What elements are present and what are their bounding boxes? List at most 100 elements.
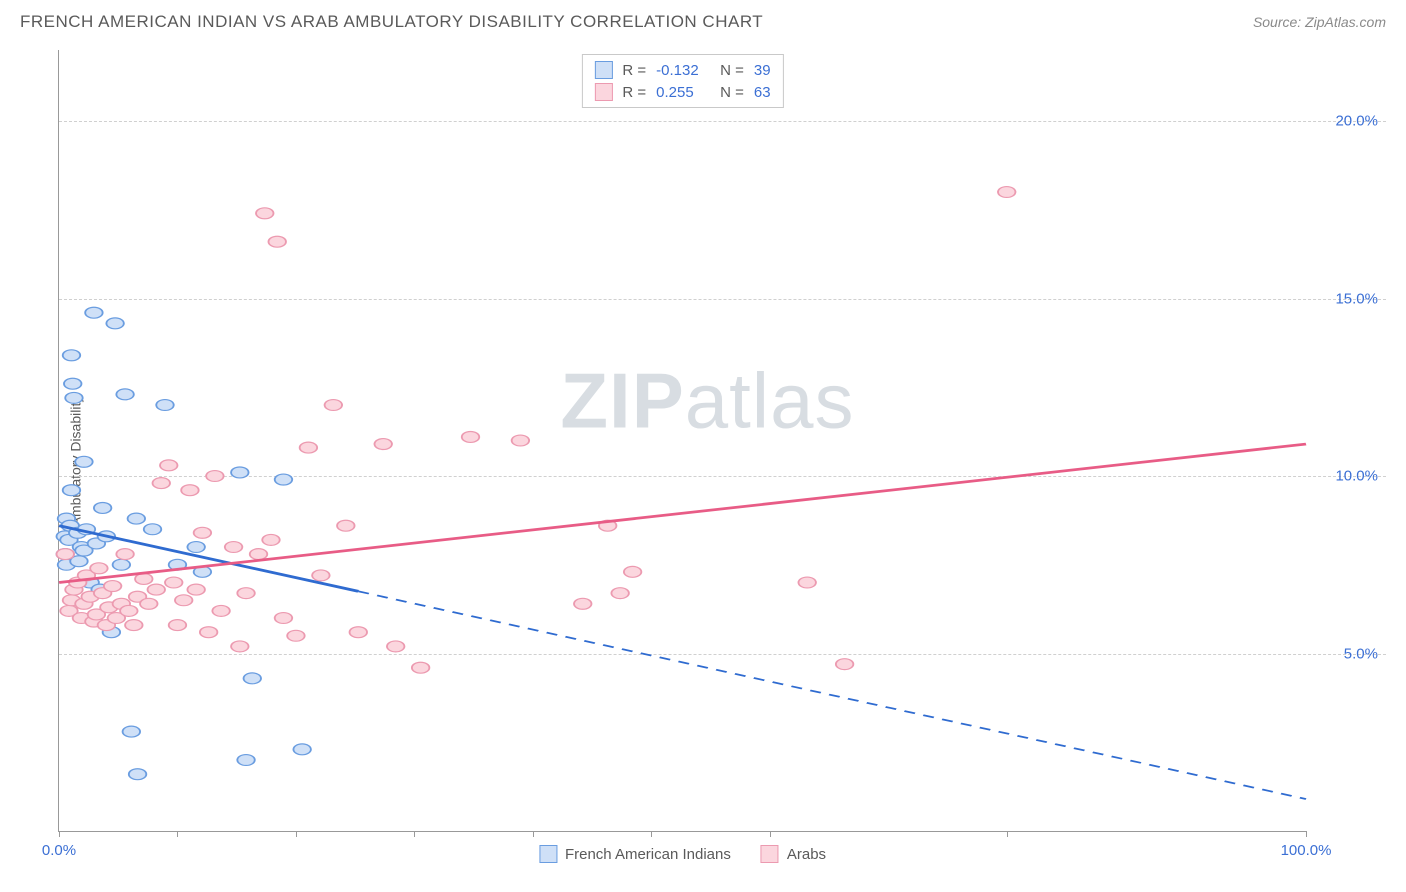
data-point: [128, 513, 145, 524]
data-point: [287, 630, 304, 641]
plot-area: ZIPatlas R = -0.132 N = 39 R = 0.255 N =…: [58, 50, 1306, 832]
data-point: [104, 581, 121, 592]
header: FRENCH AMERICAN INDIAN VS ARAB AMBULATOR…: [0, 0, 1406, 38]
data-point: [169, 620, 186, 631]
data-point: [106, 318, 123, 329]
data-point: [175, 595, 192, 606]
data-point: [200, 627, 217, 638]
trend-line-dashed: [358, 591, 1306, 799]
data-point: [148, 584, 165, 595]
swatch-series2-bottom: [761, 845, 779, 863]
data-point: [187, 542, 204, 553]
data-point: [237, 588, 254, 599]
legend-r-label: R =: [622, 84, 646, 101]
data-point: [300, 442, 317, 453]
data-point: [268, 236, 285, 247]
data-point: [231, 641, 248, 652]
data-point: [63, 350, 80, 361]
data-point: [116, 389, 133, 400]
data-point: [231, 467, 248, 478]
data-point: [194, 527, 211, 538]
data-point: [85, 307, 102, 318]
trend-line-solid: [59, 444, 1306, 582]
data-point: [412, 662, 429, 673]
swatch-series2: [594, 83, 612, 101]
data-point: [140, 598, 157, 609]
legend-row-series2: R = 0.255 N = 63: [594, 81, 770, 103]
data-point: [275, 474, 292, 485]
scatter-svg: [59, 50, 1306, 831]
y-tick-label: 15.0%: [1335, 290, 1378, 307]
data-point: [237, 755, 254, 766]
data-point: [125, 620, 142, 631]
data-point: [123, 726, 140, 737]
y-tick-label: 20.0%: [1335, 113, 1378, 130]
data-point: [624, 566, 641, 577]
data-point: [181, 485, 198, 496]
data-point: [129, 769, 146, 780]
data-point: [156, 400, 173, 411]
legend-label-series2: Arabs: [787, 846, 826, 863]
data-point: [90, 563, 107, 574]
x-tick: [59, 831, 60, 837]
legend-n-label: N =: [720, 84, 744, 101]
data-point: [57, 549, 74, 560]
data-point: [374, 439, 391, 450]
data-point: [120, 605, 137, 616]
x-tick: [296, 831, 297, 837]
legend-n-label: N =: [720, 62, 744, 79]
data-point: [116, 549, 133, 560]
data-point: [144, 524, 161, 535]
legend-item-series1: French American Indians: [539, 845, 731, 863]
data-point: [611, 588, 628, 599]
source-label: Source: ZipAtlas.com: [1253, 14, 1386, 30]
data-point: [94, 502, 111, 513]
data-point: [798, 577, 815, 588]
data-point: [512, 435, 529, 446]
data-point: [63, 485, 80, 496]
data-point: [160, 460, 177, 471]
data-point: [250, 549, 267, 560]
data-point: [325, 400, 342, 411]
x-tick: [177, 831, 178, 837]
data-point: [225, 542, 242, 553]
data-point: [312, 570, 329, 581]
x-tick: [414, 831, 415, 837]
data-point: [337, 520, 354, 531]
legend-correlation: R = -0.132 N = 39 R = 0.255 N = 63: [581, 54, 783, 108]
y-tick-label: 10.0%: [1335, 468, 1378, 485]
x-tick: [533, 831, 534, 837]
data-point: [206, 471, 223, 482]
data-point: [75, 456, 92, 467]
data-point: [113, 559, 130, 570]
x-tick-label: 0.0%: [42, 842, 76, 859]
data-point: [462, 431, 479, 442]
y-tick-label: 5.0%: [1344, 645, 1378, 662]
legend-r-value-1: -0.132: [656, 62, 710, 79]
data-point: [836, 659, 853, 670]
data-point: [212, 605, 229, 616]
data-point: [350, 627, 367, 638]
swatch-series1-bottom: [539, 845, 557, 863]
data-point: [244, 673, 261, 684]
x-tick: [770, 831, 771, 837]
data-point: [998, 187, 1015, 198]
data-point: [64, 378, 81, 389]
data-point: [153, 478, 170, 489]
x-tick: [1306, 831, 1307, 837]
x-tick: [651, 831, 652, 837]
legend-r-label: R =: [622, 62, 646, 79]
x-tick-label: 100.0%: [1281, 842, 1332, 859]
legend-label-series1: French American Indians: [565, 846, 731, 863]
legend-bottom: French American Indians Arabs: [539, 845, 826, 863]
legend-r-value-2: 0.255: [656, 84, 710, 101]
legend-n-value-2: 63: [754, 84, 771, 101]
data-point: [387, 641, 404, 652]
data-point: [65, 392, 82, 403]
legend-row-series1: R = -0.132 N = 39: [594, 59, 770, 81]
legend-n-value-1: 39: [754, 62, 771, 79]
data-point: [262, 534, 279, 545]
legend-item-series2: Arabs: [761, 845, 826, 863]
data-point: [293, 744, 310, 755]
data-point: [275, 613, 292, 624]
